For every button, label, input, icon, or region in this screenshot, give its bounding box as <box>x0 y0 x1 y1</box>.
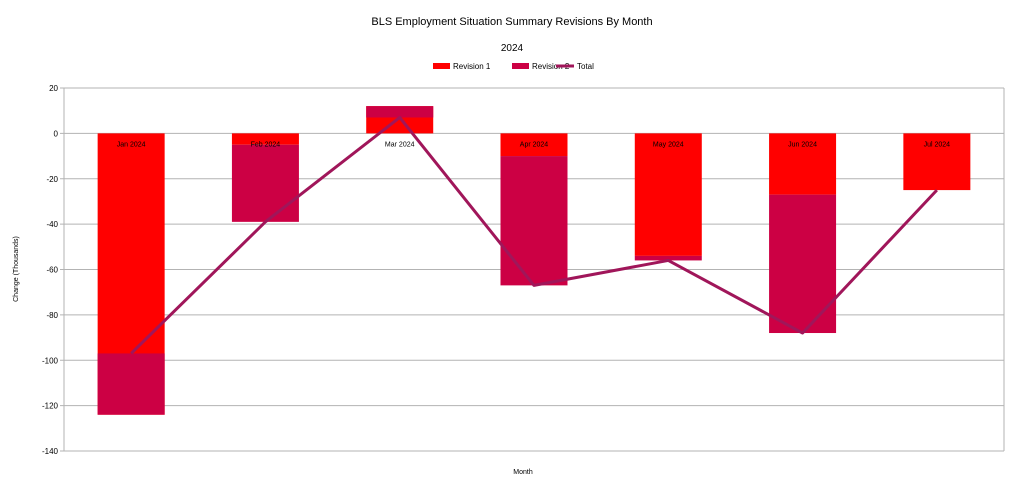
y-tick-label: -120 <box>42 402 59 411</box>
legend-label-revision-2: Revision 2 <box>532 62 570 71</box>
y-tick-label: -100 <box>42 356 59 365</box>
total-line-layer <box>130 115 938 355</box>
bar-revision-2 <box>500 156 568 286</box>
y-axis-title: Change (Thousands) <box>13 236 20 302</box>
legend: Revision 1 Revision 2 Total <box>433 62 594 71</box>
y-tick-labels: 20 0 -20 -40 -60 -80 -100 -120 -140 <box>42 84 59 456</box>
bar-revision-1 <box>634 133 702 256</box>
x-tick-label: Jul 2024 <box>924 141 951 148</box>
total-line <box>130 115 938 355</box>
bar-revision-2 <box>634 255 702 261</box>
chart-subtitle: 2024 <box>501 43 524 54</box>
bar-revision-2 <box>231 144 299 222</box>
x-axis-title: Month <box>513 469 533 476</box>
legend-swatch-revision-2 <box>512 63 529 69</box>
x-tick-label: Mar 2024 <box>385 141 415 148</box>
x-tick-label: Jan 2024 <box>117 141 146 148</box>
legend-swatch-revision-1 <box>433 63 450 69</box>
y-tick-label: -140 <box>42 447 59 456</box>
bar-revision-1 <box>903 133 971 191</box>
legend-label-revision-1: Revision 1 <box>453 62 491 71</box>
bar-revision-1 <box>500 133 568 157</box>
y-tick-label: -80 <box>46 311 58 320</box>
y-tick-label: 20 <box>49 84 58 93</box>
gridlines <box>64 87 1004 452</box>
y-tick-label: 0 <box>54 129 59 138</box>
x-tick-label: Jun 2024 <box>788 141 817 148</box>
chart-title: BLS Employment Situation Summary Revisio… <box>371 16 652 28</box>
x-tick-label: May 2024 <box>653 141 684 148</box>
y-tick-label: -60 <box>46 266 58 275</box>
bar-revision-2 <box>366 106 434 118</box>
bars <box>97 106 971 415</box>
bar-revision-1 <box>231 133 299 145</box>
bar-revision-2 <box>97 353 165 415</box>
y-tick-label: -20 <box>46 175 58 184</box>
y-tick-label: -40 <box>46 220 58 229</box>
x-tick-label: Feb 2024 <box>251 141 281 148</box>
axes <box>60 87 1005 452</box>
bar-revision-2 <box>769 194 837 334</box>
category-labels: Jan 2024 Feb 2024 Mar 2024 Apr 2024 May 2024… <box>117 141 950 148</box>
x-tick-label: Apr 2024 <box>520 141 549 148</box>
bar-revision-1 <box>769 133 837 195</box>
legend-label-total: Total <box>577 62 594 71</box>
